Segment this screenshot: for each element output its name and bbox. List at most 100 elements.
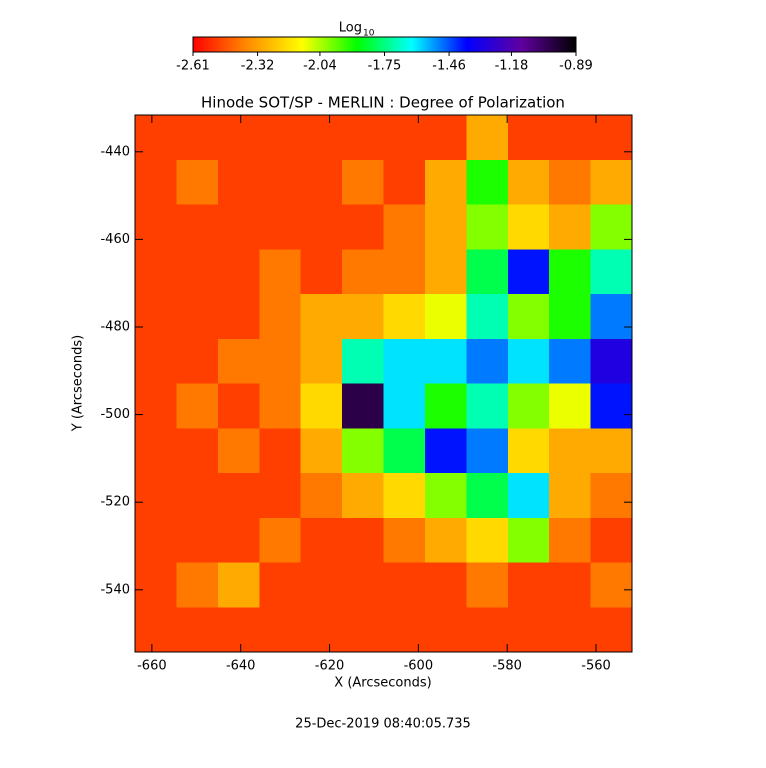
heatmap-cell <box>300 473 343 519</box>
heatmap-cell <box>342 517 384 563</box>
heatmap-cell <box>549 473 592 519</box>
heatmap-cell <box>259 428 302 474</box>
x-tick-label: -660 <box>137 659 167 674</box>
colorbar-tick-label: -2.61 <box>176 59 210 74</box>
heatmap-cell <box>342 159 384 205</box>
heatmap-cell <box>342 204 384 250</box>
heatmap-cell <box>549 294 592 340</box>
heatmap-cell <box>176 428 219 474</box>
heatmap-cell <box>135 249 177 295</box>
y-axis-label: Y (Arcseconds) <box>71 335 86 432</box>
heatmap-cell <box>259 473 302 519</box>
heatmap-cell <box>217 204 260 250</box>
heatmap-cell <box>135 115 177 161</box>
heatmap-cell <box>590 115 633 161</box>
heatmap-cell <box>259 204 302 250</box>
heatmap-cell <box>135 607 177 653</box>
heatmap-cell <box>590 607 633 653</box>
heatmap-cell <box>135 428 177 474</box>
heatmap-cell <box>342 383 384 429</box>
heatmap-cell <box>217 607 260 653</box>
heatmap-cell <box>300 249 343 295</box>
x-tick-label: -620 <box>315 659 345 674</box>
heatmap-cell <box>424 338 467 384</box>
heatmap-cell <box>549 517 592 563</box>
heatmap-cell <box>259 562 302 608</box>
heatmap-cell <box>383 607 426 653</box>
heatmap-cell <box>383 115 426 161</box>
heatmap-cell <box>300 383 343 429</box>
y-tick-label: -440 <box>100 144 130 159</box>
heatmap-cell <box>176 294 219 340</box>
heatmap-cell <box>300 204 343 250</box>
heatmap-cell <box>424 294 467 340</box>
heatmap-cell <box>176 338 219 384</box>
heatmap-cell <box>135 383 177 429</box>
heatmap-cell <box>259 159 302 205</box>
heatmap-cell <box>466 383 509 429</box>
colorbar-tick-label: -1.18 <box>495 59 529 74</box>
heatmap-cell <box>507 249 550 295</box>
heatmap-cell <box>217 383 260 429</box>
colorbar-label: Log <box>339 21 362 36</box>
heatmap-cell <box>466 473 509 519</box>
heatmap-cell <box>466 338 509 384</box>
heatmap-cell <box>549 204 592 250</box>
plot-frame <box>134 114 633 653</box>
colorbar-tick-label: -1.75 <box>368 59 402 74</box>
footer-timestamp: 25-Dec-2019 08:40:05.735 <box>295 717 471 732</box>
heatmap-cell <box>507 383 550 429</box>
heatmap-cell <box>217 338 260 384</box>
heatmap-cell <box>217 115 260 161</box>
heatmap-cell <box>507 294 550 340</box>
colorbar-label-subscript: 10 <box>363 29 375 39</box>
heatmap-cell <box>342 249 384 295</box>
heatmap-cell <box>342 562 384 608</box>
heatmap-cell <box>424 383 467 429</box>
colorbar-tick-label: -1.46 <box>432 59 466 74</box>
heatmap-cell <box>342 115 384 161</box>
colorbar-tick-label: -2.04 <box>303 59 337 74</box>
heatmap-cell <box>590 338 633 384</box>
heatmap-cell <box>549 115 592 161</box>
heatmap-cell <box>259 249 302 295</box>
heatmap-cell <box>135 204 177 250</box>
heatmap-cell <box>507 115 550 161</box>
heatmap-cell <box>549 428 592 474</box>
heatmap-cell <box>217 294 260 340</box>
heatmap-cell <box>590 204 633 250</box>
heatmap-cell <box>590 383 633 429</box>
heatmap-cell <box>466 115 509 161</box>
heatmap-cell <box>507 338 550 384</box>
heatmap-cell <box>549 562 592 608</box>
heatmap-cell <box>590 294 633 340</box>
y-tick-label: -520 <box>100 495 130 510</box>
heatmap-cell <box>466 562 509 608</box>
heatmap-cell <box>466 294 509 340</box>
heatmap-cell <box>466 249 509 295</box>
heatmap-cell <box>300 517 343 563</box>
heatmap-cell <box>342 473 384 519</box>
heatmap-cell <box>135 338 177 384</box>
heatmap-cell <box>300 607 343 653</box>
heatmap-cell <box>259 383 302 429</box>
y-tick-label: -460 <box>100 232 130 247</box>
heatmap-cell <box>466 517 509 563</box>
heatmap-cell <box>342 338 384 384</box>
heatmap-cell <box>590 473 633 519</box>
heatmap-cell <box>135 517 177 563</box>
heatmap-cell <box>176 383 219 429</box>
heatmap-cell <box>259 338 302 384</box>
heatmap-cell <box>466 428 509 474</box>
heatmap-cell <box>259 607 302 653</box>
heatmap-cell <box>135 473 177 519</box>
heatmap-cell <box>590 249 633 295</box>
x-tick-label: -640 <box>226 659 256 674</box>
heatmap-cell <box>507 473 550 519</box>
heatmap-cell <box>176 115 219 161</box>
x-axis-label: X (Arcseconds) <box>334 676 431 691</box>
heatmap-cell <box>176 607 219 653</box>
heatmap-cell <box>507 204 550 250</box>
chart-title: Hinode SOT/SP - MERLIN : Degree of Polar… <box>201 94 565 112</box>
